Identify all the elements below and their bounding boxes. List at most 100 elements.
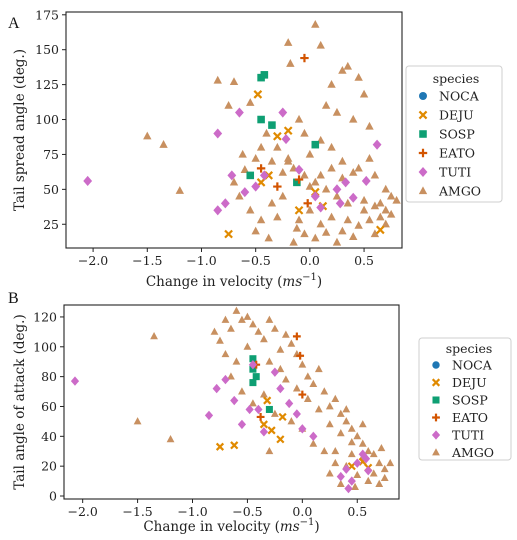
legend-title: species bbox=[446, 341, 493, 356]
data-point-tuti bbox=[344, 483, 353, 494]
data-point-amgo bbox=[358, 420, 367, 428]
legend-label-noca: NOCA bbox=[439, 89, 480, 104]
data-point-tuti bbox=[248, 360, 258, 370]
data-point-deju bbox=[375, 225, 385, 235]
data-point-amgo bbox=[331, 458, 340, 467]
data-point-amgo bbox=[316, 40, 325, 49]
data-point-tuti bbox=[372, 139, 382, 150]
y-tick-label: 100 bbox=[33, 339, 57, 354]
data-point-amgo bbox=[273, 212, 282, 221]
data-point-amgo bbox=[364, 476, 373, 485]
data-point-amgo bbox=[273, 142, 282, 151]
data-point-amgo bbox=[351, 482, 359, 490]
data-point-eato bbox=[256, 413, 265, 421]
data-point-amgo bbox=[332, 107, 342, 116]
data-point-amgo bbox=[365, 215, 374, 224]
data-point-deju bbox=[283, 126, 293, 136]
data-point-amgo bbox=[276, 345, 285, 353]
legend-marker-tuti bbox=[431, 430, 441, 440]
data-point-amgo bbox=[327, 79, 336, 88]
legend-marker-eato bbox=[432, 413, 440, 422]
legend: species NOCA DEJU SOSP EATO TUTI AMGO bbox=[418, 337, 512, 461]
data-point-tuti bbox=[347, 476, 356, 486]
data-point-amgo bbox=[336, 479, 345, 488]
y-tick-label: 25 bbox=[43, 217, 59, 232]
data-point-amgo bbox=[262, 128, 271, 137]
data-point-amgo bbox=[243, 312, 252, 320]
data-point-amgo bbox=[251, 154, 260, 162]
data-point-deju bbox=[263, 396, 272, 405]
data-point-amgo bbox=[292, 384, 301, 392]
y-tick-label: 50 bbox=[43, 182, 59, 197]
data-point-amgo bbox=[159, 140, 168, 148]
y-tick-label: 150 bbox=[35, 42, 59, 57]
data-point-deju bbox=[294, 205, 304, 215]
data-point-amgo bbox=[232, 357, 241, 365]
data-point-tuti bbox=[353, 458, 362, 468]
data-point-amgo bbox=[256, 142, 266, 151]
data-point-amgo bbox=[369, 449, 378, 458]
data-point-deju bbox=[215, 442, 225, 451]
data-point-tuti bbox=[276, 383, 285, 394]
y-tick-label: 100 bbox=[35, 112, 59, 127]
panel-letter-B: B bbox=[8, 290, 19, 307]
data-point-tuti bbox=[251, 181, 261, 192]
legend-marker-noca bbox=[419, 92, 427, 100]
data-point-amgo bbox=[249, 320, 257, 328]
legend-label-amgo: AMGO bbox=[438, 184, 481, 199]
data-point-amgo bbox=[210, 327, 219, 335]
data-point-amgo bbox=[381, 205, 390, 214]
legend-marker-sosp bbox=[432, 396, 440, 404]
data-point-eato bbox=[294, 175, 304, 184]
data-point-amgo bbox=[386, 209, 396, 218]
data-point-amgo bbox=[343, 61, 353, 70]
data-point-amgo bbox=[294, 114, 304, 123]
x-tick-label: 0.5 bbox=[354, 253, 374, 268]
data-point-amgo bbox=[314, 364, 323, 373]
data-point-amgo bbox=[278, 191, 287, 200]
data-point-deju bbox=[259, 420, 268, 429]
data-point-amgo bbox=[309, 439, 318, 447]
data-point-tuti bbox=[235, 107, 244, 118]
data-point-eato bbox=[300, 53, 309, 63]
data-point-amgo bbox=[321, 228, 331, 236]
data-point-amgo bbox=[327, 142, 336, 151]
data-point-sosp bbox=[265, 405, 273, 413]
data-point-amgo bbox=[216, 336, 224, 344]
legend-title: species bbox=[433, 71, 480, 86]
data-point-amgo bbox=[342, 417, 351, 425]
data-point-tuti bbox=[281, 134, 291, 145]
data-point-amgo bbox=[327, 212, 336, 221]
x-tick-label: −1.0 bbox=[177, 504, 207, 519]
data-point-tuti bbox=[361, 175, 371, 187]
data-point-amgo bbox=[369, 469, 378, 477]
data-point-sosp bbox=[260, 71, 269, 79]
data-point-amgo bbox=[331, 394, 340, 402]
x-tick-label: 0.0 bbox=[300, 253, 320, 268]
data-point-amgo bbox=[375, 479, 384, 488]
data-point-tuti bbox=[285, 398, 294, 409]
data-point-amgo bbox=[321, 100, 331, 109]
data-point-amgo bbox=[332, 237, 342, 246]
data-point-amgo bbox=[353, 432, 362, 440]
legend-marker-tuti bbox=[418, 166, 428, 178]
data-point-amgo bbox=[229, 77, 239, 85]
data-point-sosp bbox=[249, 379, 257, 387]
legend-label-eato: EATO bbox=[452, 410, 488, 425]
data-point-tuti bbox=[332, 184, 342, 195]
data-point-tuti bbox=[278, 107, 288, 118]
data-point-sosp bbox=[246, 171, 255, 180]
data-point-amgo bbox=[267, 198, 277, 207]
data-point-tuti bbox=[213, 205, 223, 216]
data-point-amgo bbox=[235, 191, 244, 200]
data-point-amgo bbox=[305, 181, 315, 190]
data-point-amgo bbox=[320, 446, 329, 455]
data-point-amgo bbox=[354, 73, 363, 81]
data-point-tuti bbox=[245, 404, 254, 415]
data-point-tuti bbox=[335, 198, 345, 209]
data-point-sosp bbox=[268, 121, 276, 129]
data-point-tuti bbox=[230, 395, 239, 406]
legend-box bbox=[405, 65, 503, 203]
data-point-amgo bbox=[349, 114, 358, 123]
